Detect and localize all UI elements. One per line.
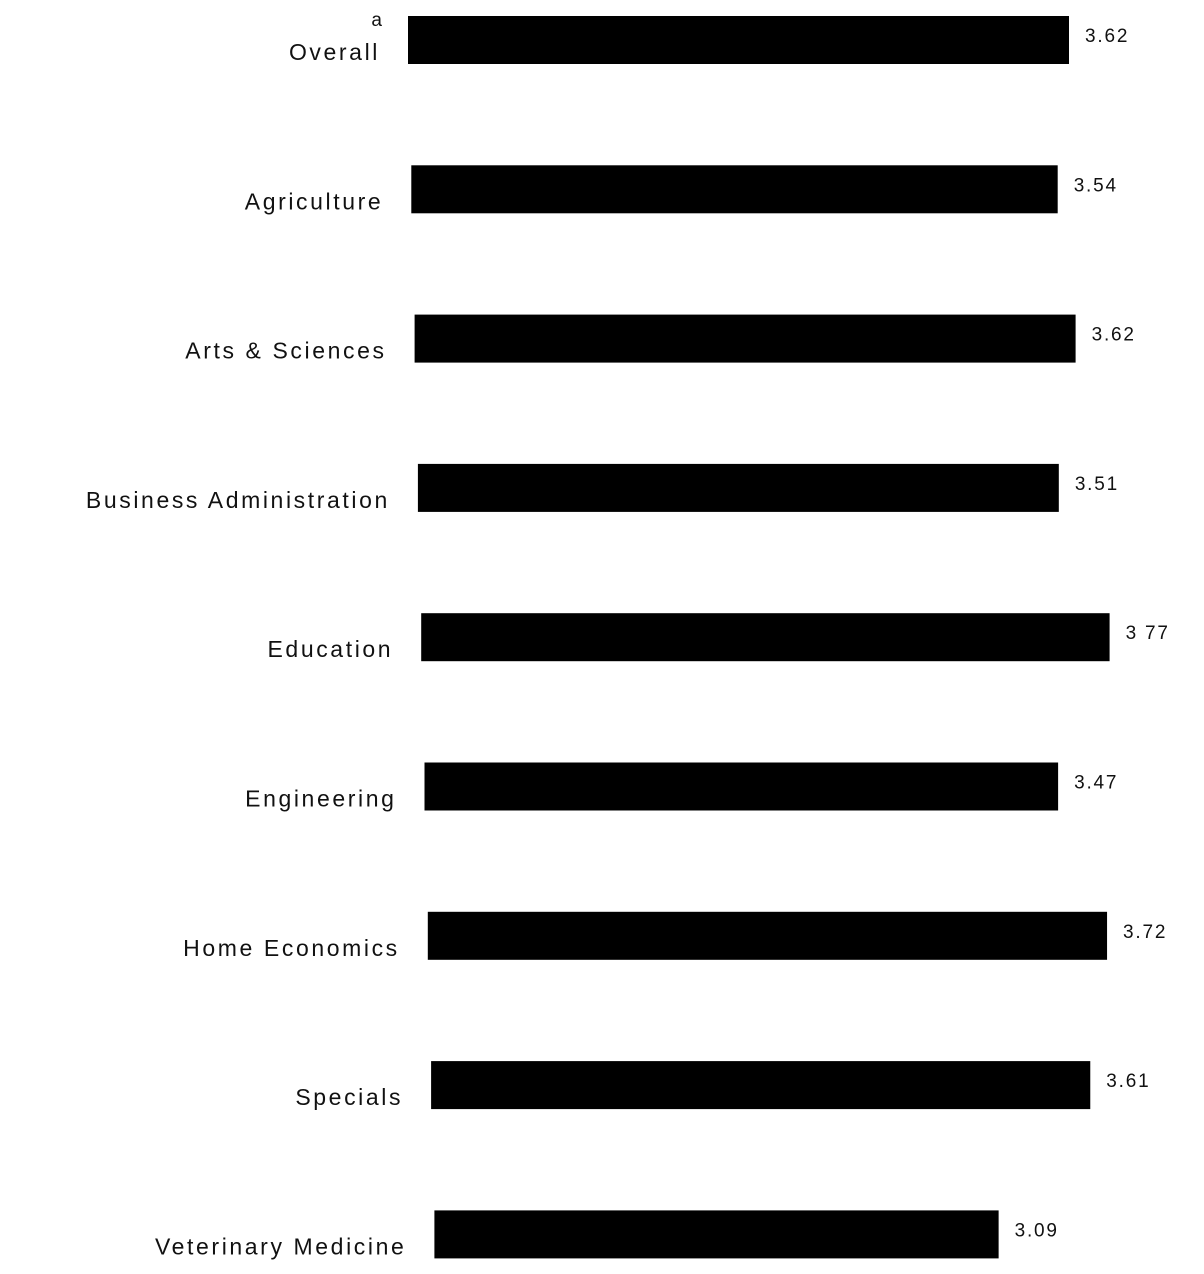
value-label-business-administration: 3.51	[1075, 474, 1119, 495]
category-label-home-economics: Home Economics	[183, 935, 400, 961]
bars	[408, 16, 1110, 1259]
category-label-agriculture: Agriculture	[245, 188, 384, 214]
value-label-agriculture: 3.54	[1074, 175, 1118, 196]
category-label-specials: Specials	[295, 1084, 403, 1110]
bar-agriculture	[411, 165, 1058, 214]
category-label-overall: Overall	[289, 39, 380, 65]
bar-specials	[431, 1061, 1091, 1110]
annotations: a	[371, 10, 382, 31]
category-label-engineering: Engineering	[245, 786, 396, 812]
bar-overall	[408, 16, 1069, 64]
bar-home-economics	[427, 911, 1108, 960]
value-label-arts-and-sciences: 3.62	[1092, 325, 1136, 346]
annotation-marker: a	[371, 10, 382, 31]
bar-education	[421, 613, 1110, 662]
value-label-education: 3 77	[1126, 623, 1170, 644]
value-label-overall: 3.62	[1085, 26, 1129, 47]
category-labels: Overall Agriculture Arts & Sciences Busines…	[86, 39, 406, 1259]
category-label-business-administration: Business Administration	[86, 487, 390, 513]
value-labels: 3.62 3.54 3.62 3.51 3 77 3.47 3.72 3.61 3.09	[1015, 26, 1170, 1241]
bar-veterinary-medicine	[434, 1210, 999, 1259]
bar-business-administration	[417, 463, 1059, 512]
value-label-veterinary-medicine: 3.09	[1015, 1220, 1059, 1241]
category-label-arts-and-sciences: Arts & Sciences	[185, 338, 386, 364]
category-label-veterinary-medicine: Veterinary Medicine	[155, 1233, 406, 1259]
bar-arts-and-sciences	[414, 314, 1076, 363]
bar-engineering	[424, 762, 1059, 811]
category-label-education: Education	[267, 636, 393, 662]
value-label-specials: 3.61	[1106, 1071, 1150, 1092]
value-label-home-economics: 3.72	[1123, 922, 1167, 943]
value-label-engineering: 3.47	[1074, 773, 1118, 794]
